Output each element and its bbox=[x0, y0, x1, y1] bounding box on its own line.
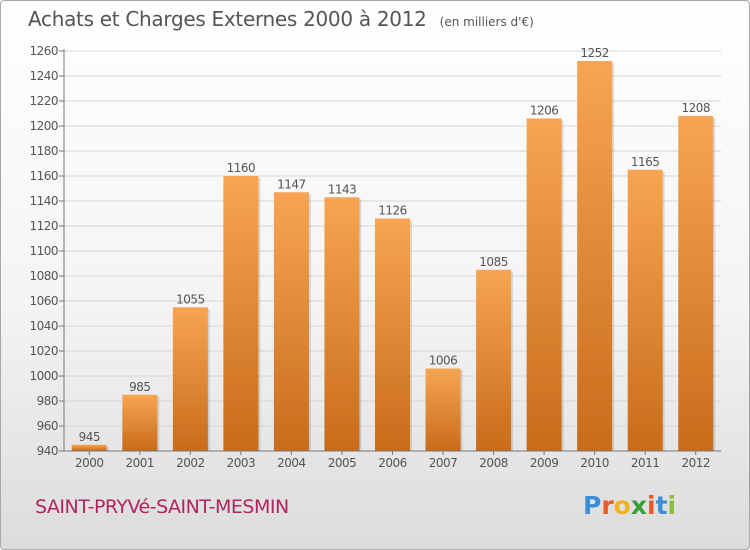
data-label-2005: 1143 bbox=[328, 182, 357, 196]
y-tick-label: 980 bbox=[37, 394, 58, 408]
y-tick-label: 1200 bbox=[29, 119, 58, 133]
x-tick-label-2006: 2006 bbox=[378, 456, 407, 470]
bar-2006 bbox=[375, 218, 410, 451]
y-tick-label: 1240 bbox=[29, 69, 58, 83]
y-tick-label: 1160 bbox=[29, 169, 58, 183]
x-tick-label-2001: 2001 bbox=[126, 456, 155, 470]
y-tick-label: 1000 bbox=[29, 369, 58, 383]
bar-2010 bbox=[577, 61, 613, 451]
title-text: Achats et Charges Externes 2000 à 2012 bbox=[28, 7, 427, 31]
x-tick-label-2011: 2011 bbox=[631, 456, 660, 470]
data-label-2002: 1055 bbox=[176, 292, 205, 306]
data-label-2011: 1165 bbox=[631, 155, 660, 169]
y-tick-label: 960 bbox=[37, 419, 58, 433]
y-tick-label: 1020 bbox=[29, 344, 58, 358]
data-label-2008: 1085 bbox=[479, 255, 508, 269]
logo-letter: o bbox=[613, 491, 631, 520]
y-tick-label: 1040 bbox=[29, 319, 58, 333]
chart-title: Achats et Charges Externes 2000 à 2012 (… bbox=[28, 7, 534, 31]
y-tick-label: 940 bbox=[37, 444, 58, 458]
unit-text: (en milliers d'€) bbox=[439, 15, 534, 29]
data-label-2001: 985 bbox=[129, 380, 150, 394]
bar-2002 bbox=[172, 307, 208, 451]
bar-2009 bbox=[526, 118, 562, 451]
y-tick-label: 1100 bbox=[29, 244, 58, 258]
data-label-2010: 1252 bbox=[580, 46, 609, 60]
y-tick-label: 1260 bbox=[29, 44, 58, 58]
data-label-2012: 1208 bbox=[681, 101, 710, 115]
data-label-2006: 1126 bbox=[378, 204, 407, 218]
x-tick-label-2007: 2007 bbox=[429, 456, 458, 470]
x-tick-label-2009: 2009 bbox=[530, 456, 559, 470]
bar-2007 bbox=[425, 368, 461, 451]
bar-2004 bbox=[273, 192, 309, 451]
x-tick-label-2003: 2003 bbox=[227, 456, 256, 470]
logo-letter: P bbox=[583, 491, 602, 520]
x-tick-label-2004: 2004 bbox=[277, 456, 306, 470]
logo-letter: x bbox=[630, 491, 647, 520]
data-label-2000: 945 bbox=[79, 430, 100, 444]
data-label-2003: 1160 bbox=[227, 161, 256, 175]
bar-2000 bbox=[71, 444, 107, 451]
x-tick-label-2008: 2008 bbox=[479, 456, 508, 470]
data-label-2004: 1147 bbox=[277, 177, 306, 191]
town-name: SAINT-PRYVé-SAINT-MESMIN bbox=[35, 496, 289, 518]
data-label-2007: 1006 bbox=[429, 354, 458, 368]
bar-2011 bbox=[627, 169, 663, 451]
y-tick-label: 1220 bbox=[29, 94, 58, 108]
y-tick-label: 1120 bbox=[29, 219, 58, 233]
axes: 940 960 980 1000 1020 1040 1060 1080 1100 1120 114… bbox=[29, 44, 721, 470]
bars bbox=[71, 61, 716, 451]
bar-2005 bbox=[324, 197, 360, 451]
y-tick-label: 1180 bbox=[29, 144, 58, 158]
logo-letter: t bbox=[655, 491, 668, 520]
data-label-2009: 1206 bbox=[530, 104, 559, 118]
x-tick-label-2010: 2010 bbox=[580, 456, 609, 470]
logo-letter: i bbox=[647, 491, 656, 520]
bar-2008 bbox=[476, 269, 512, 451]
bar-2001 bbox=[122, 394, 158, 451]
y-tick-label: 1140 bbox=[29, 194, 58, 208]
logo-letter: i bbox=[667, 491, 677, 520]
proxiti-logo[interactable]: Proxiti bbox=[583, 491, 676, 520]
labels: 945 985 1055 1160 1147 1143 1126 1006 1085 1206 12… bbox=[79, 46, 711, 444]
x-tick-label-2012: 2012 bbox=[681, 456, 710, 470]
bar-2003 bbox=[223, 176, 259, 451]
y-tick-label: 1080 bbox=[29, 269, 58, 283]
bar-2012 bbox=[678, 116, 714, 451]
y-tick-label: 1060 bbox=[29, 294, 58, 308]
x-tick-label-2000: 2000 bbox=[75, 456, 104, 470]
x-tick-label-2005: 2005 bbox=[328, 456, 357, 470]
logo-letter: r bbox=[601, 491, 614, 520]
x-tick-label-2002: 2002 bbox=[176, 456, 205, 470]
